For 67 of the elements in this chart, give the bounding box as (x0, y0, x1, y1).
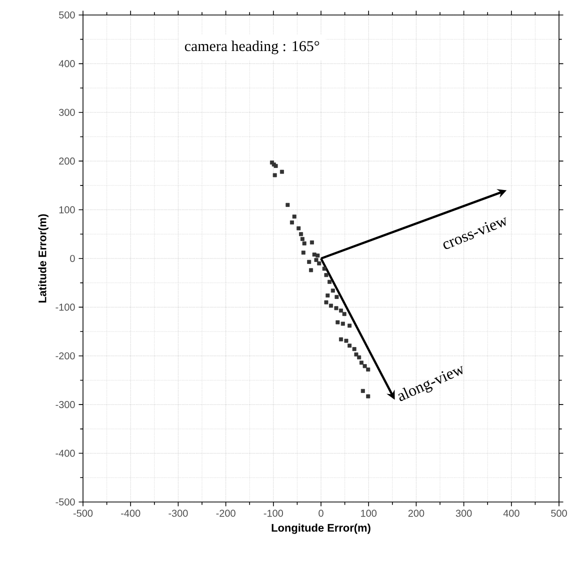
x-tick-label: 400 (503, 510, 520, 517)
x-tick-label: 300 (456, 510, 472, 517)
point (330, 288, 335, 293)
point (317, 261, 322, 266)
y-axis-title: Latitude Error(m) (38, 214, 48, 302)
y-tick-label: 300 (58, 108, 75, 116)
point (357, 355, 362, 360)
x-tick-label: 200 (408, 510, 424, 517)
point (329, 304, 333, 308)
x-tick-label: 0 (318, 510, 324, 517)
point (286, 202, 290, 207)
point (366, 394, 370, 398)
x-axis-title: Longitude Error(m) (272, 524, 370, 534)
point (292, 214, 296, 219)
y-tick-label: -300 (56, 401, 75, 408)
y-tick-label: 500 (59, 11, 75, 18)
point (316, 254, 320, 258)
y-tick-label: 100 (59, 206, 75, 214)
point (299, 232, 304, 236)
point (362, 364, 367, 368)
y-tick-label: -400 (56, 450, 75, 457)
point (340, 322, 345, 326)
y-tick-label: -200 (56, 352, 75, 360)
point (310, 240, 314, 244)
x-tick-label: -200 (216, 510, 236, 517)
x-tick-label: -100 (264, 510, 283, 517)
point (309, 268, 314, 272)
point (326, 294, 330, 298)
point (290, 220, 294, 224)
point (322, 266, 326, 271)
point (354, 352, 358, 356)
x-tick-label: 100 (361, 510, 377, 517)
point (339, 308, 343, 313)
x-tick-label: -300 (168, 510, 188, 517)
point (302, 241, 306, 246)
point (314, 258, 318, 262)
point (296, 226, 301, 230)
point (344, 338, 348, 343)
point (342, 312, 346, 316)
x-tick-label: -500 (73, 510, 93, 517)
point (312, 252, 316, 257)
point (359, 360, 364, 365)
y-tick-label: 400 (58, 60, 75, 68)
y-tick-label: 0 (70, 254, 75, 262)
point (348, 324, 352, 328)
point (360, 388, 365, 393)
point (336, 320, 340, 324)
annotation: camera heading : 165° (184, 40, 320, 54)
point (300, 237, 304, 241)
y-tick-label: -100 (56, 304, 75, 311)
point (307, 260, 312, 264)
point (280, 170, 284, 174)
point (301, 250, 306, 255)
y-tick-label: -500 (56, 498, 75, 506)
point (324, 273, 328, 278)
point (272, 173, 277, 178)
point (324, 300, 328, 304)
point (328, 280, 332, 284)
point (348, 344, 352, 348)
x-tick-label: 500 (551, 510, 567, 517)
x-tick-label: -400 (121, 510, 140, 517)
y-tick-label: 200 (59, 158, 75, 165)
point (352, 347, 356, 352)
point (334, 306, 338, 310)
point (339, 337, 343, 342)
point (366, 368, 370, 372)
point (334, 294, 339, 299)
